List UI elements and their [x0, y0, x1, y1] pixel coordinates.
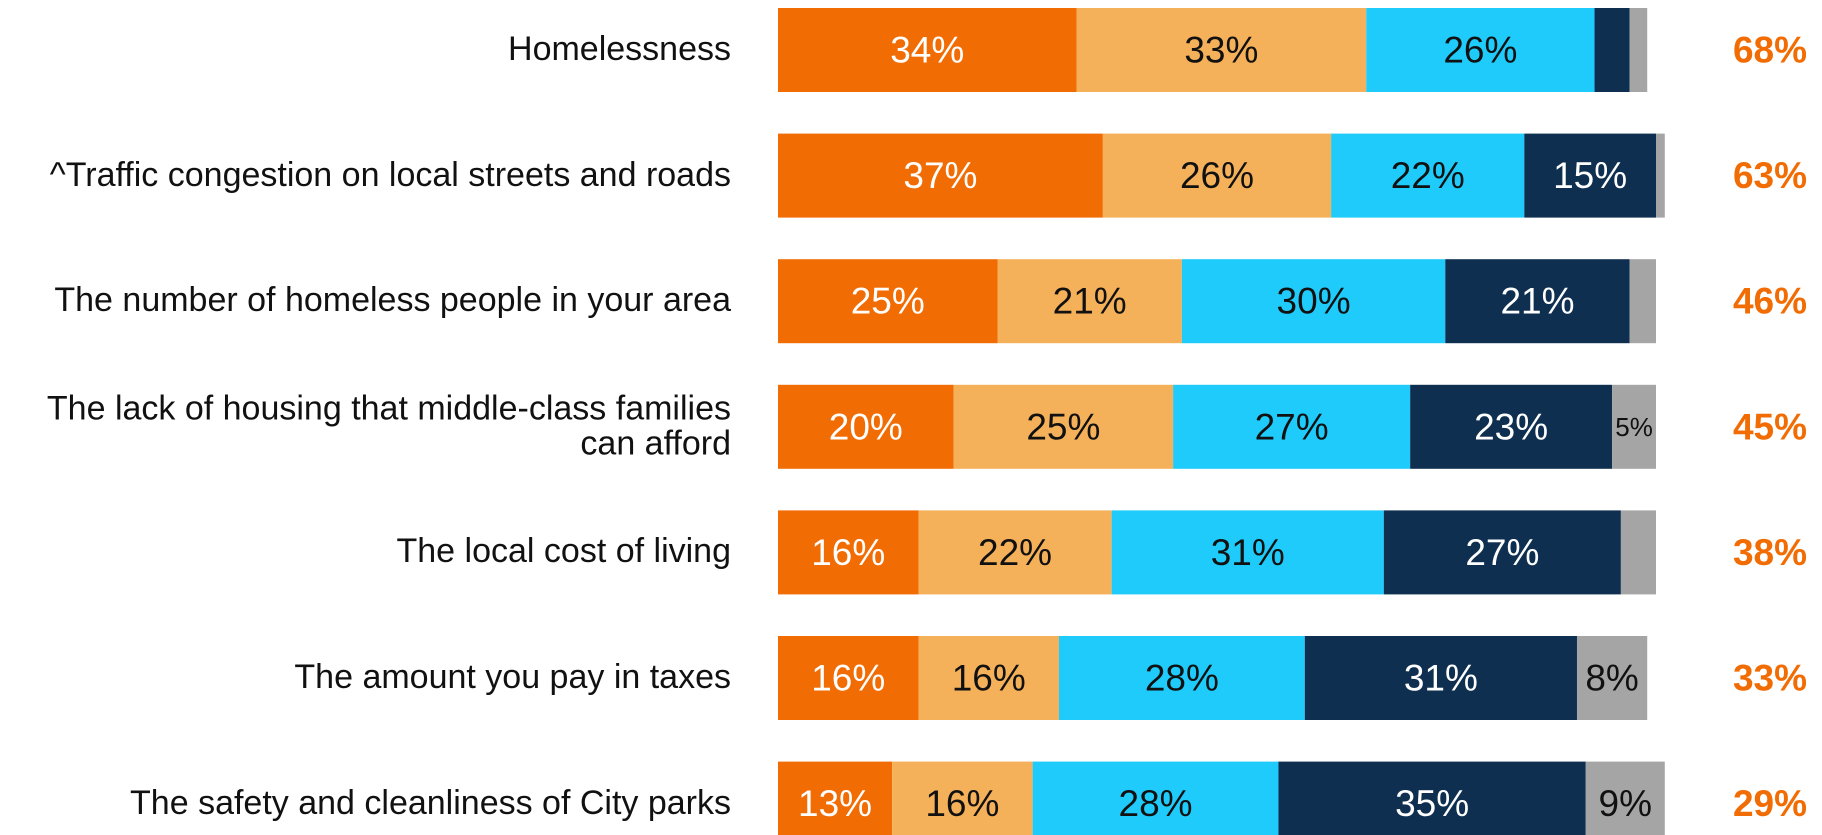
value-label: 33%: [1184, 30, 1258, 71]
bar-segment: [1612, 384, 1656, 469]
total-label: 33%: [1733, 658, 1807, 699]
bar-segment: [1620, 510, 1656, 595]
bar-segment: [1410, 384, 1613, 469]
bar-segment: [1585, 761, 1665, 835]
bar-segment: [953, 384, 1174, 469]
value-label: 20%: [829, 406, 903, 447]
value-label: 37%: [903, 155, 977, 196]
bar-segment: [778, 133, 1103, 218]
bar-segment: [778, 510, 919, 595]
value-label: 25%: [851, 281, 925, 322]
value-label: 28%: [1119, 783, 1193, 824]
bar-segment: [1278, 761, 1586, 835]
bar-segment: [778, 384, 954, 469]
bar-segment: [1366, 8, 1595, 92]
bar-segment: [778, 259, 998, 344]
total-label: 29%: [1733, 783, 1807, 824]
value-label: 22%: [978, 532, 1052, 573]
bar-segment: [1032, 761, 1279, 835]
value-label: 16%: [811, 532, 885, 573]
value-label: 27%: [1465, 532, 1539, 573]
value-label: 15%: [1553, 155, 1627, 196]
total-label: 45%: [1733, 406, 1807, 447]
bar-segment: [1594, 8, 1630, 92]
bar-segment: [778, 761, 893, 835]
bar-segment: [1576, 636, 1648, 720]
total-label: 46%: [1733, 281, 1807, 322]
bar-segment: [918, 510, 1112, 595]
value-label: 25%: [1026, 406, 1100, 447]
bar-segment: [1304, 636, 1577, 720]
total-label: 38%: [1733, 532, 1807, 573]
bar-segment: [1331, 133, 1525, 218]
value-label: 34%: [890, 30, 964, 71]
total-label: 63%: [1733, 155, 1807, 196]
bar-segment: [1445, 259, 1630, 344]
value-label: 21%: [1500, 281, 1574, 322]
category-label: The number of homeless people in your ar…: [54, 281, 731, 320]
value-label: 8%: [1585, 658, 1638, 699]
value-label: 31%: [1211, 532, 1285, 573]
bar-segment: [1173, 384, 1411, 469]
bar-segment: [1656, 133, 1665, 218]
value-label: 30%: [1277, 281, 1351, 322]
category-label: The amount you pay in taxes: [294, 658, 731, 697]
bar-segment: [778, 636, 919, 720]
bar-segment: [1181, 259, 1446, 344]
value-label: 22%: [1391, 155, 1465, 196]
category-label: Homelessness: [508, 30, 731, 69]
bar-segment: [1102, 133, 1332, 218]
value-label: 5%: [1615, 412, 1653, 442]
value-label: 16%: [925, 783, 999, 824]
bar-segment: [1058, 636, 1305, 720]
bar-segment: [1524, 133, 1656, 218]
bar-segment: [1111, 510, 1384, 595]
value-label: 35%: [1395, 783, 1469, 824]
value-label: 28%: [1145, 658, 1219, 699]
bar-segment: [1076, 8, 1367, 92]
category-label: The local cost of living: [396, 532, 732, 571]
category-label: The lack of housing that middle-class fa…: [46, 389, 731, 463]
value-label: 23%: [1474, 406, 1548, 447]
total-label: 68%: [1733, 30, 1807, 71]
bar-segment: [1629, 259, 1656, 344]
value-label: 27%: [1255, 406, 1329, 447]
category-label: ^Traffic congestion on local streets and…: [49, 155, 731, 194]
value-label: 16%: [952, 658, 1026, 699]
category-label: The safety and cleanliness of City parks: [130, 783, 731, 822]
value-label: 13%: [798, 783, 872, 824]
bar-segment: [1383, 510, 1621, 595]
bar-segment: [1629, 8, 1648, 92]
bar-segment: [892, 761, 1033, 835]
value-label: 9%: [1599, 783, 1652, 824]
value-label: 21%: [1053, 281, 1127, 322]
value-label: 31%: [1404, 658, 1478, 699]
value-label: 26%: [1180, 155, 1254, 196]
value-label: 26%: [1443, 30, 1517, 71]
bar-segment: [997, 259, 1182, 344]
bar-segment: [918, 636, 1059, 720]
value-label: 16%: [811, 658, 885, 699]
bar-segment: [778, 8, 1077, 92]
